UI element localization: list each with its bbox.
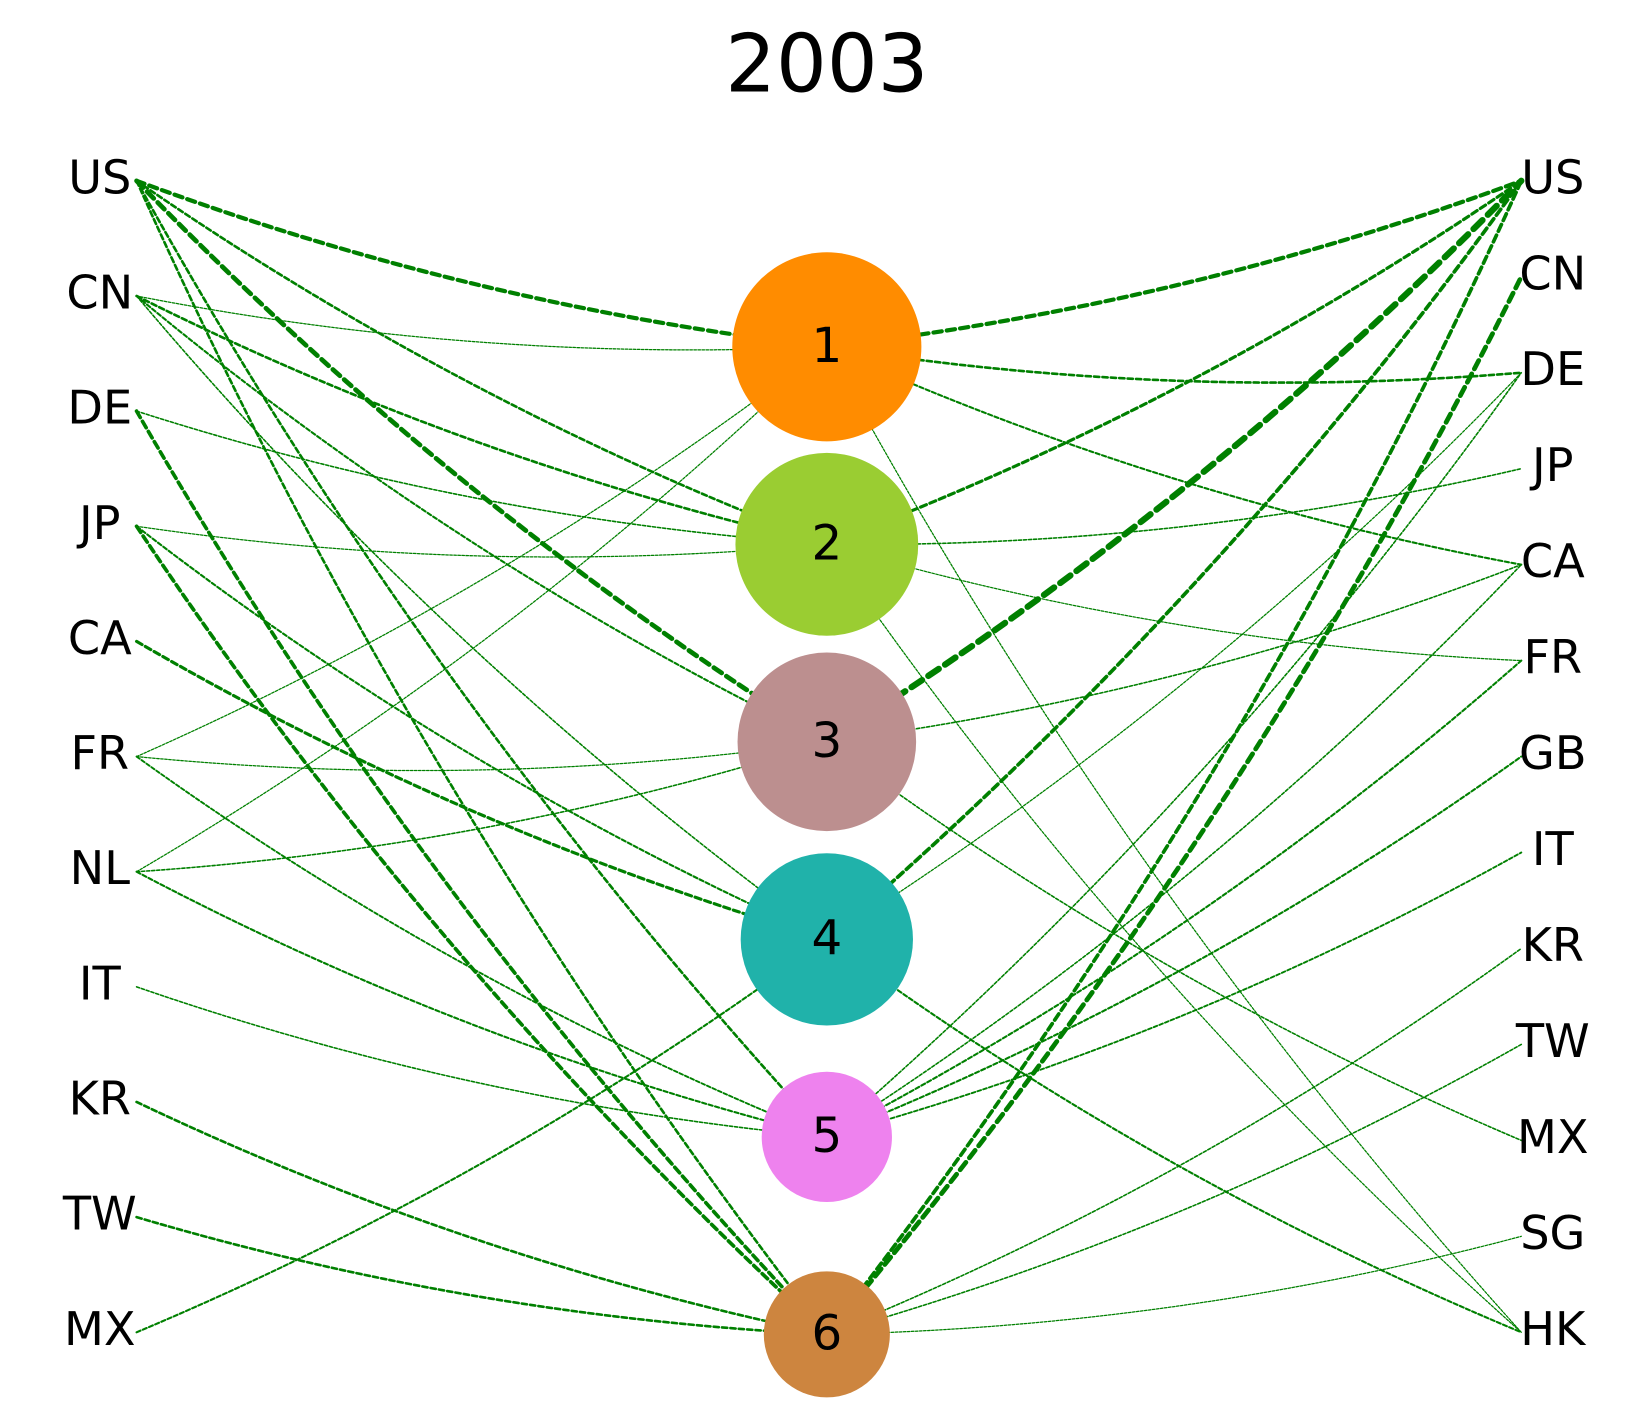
cluster-label: 6 — [811, 1305, 842, 1361]
left-country-label: TW — [62, 1187, 137, 1241]
left-country-label: NL — [70, 841, 131, 895]
edge — [824, 178, 1524, 349]
edge — [135, 294, 829, 546]
cluster-label: 4 — [811, 910, 842, 966]
edge — [825, 851, 1523, 1138]
left-country-label: MX — [64, 1302, 136, 1356]
edge — [135, 755, 828, 1138]
right-country-label: HK — [1520, 1302, 1587, 1356]
right-country-label: DE — [1520, 342, 1585, 396]
edges — [134, 177, 1525, 1337]
edge — [826, 947, 1523, 1336]
edge — [135, 1100, 829, 1336]
cluster-node — [735, 452, 919, 636]
left-country-label: DE — [67, 381, 132, 435]
edge — [826, 741, 1523, 1142]
edge — [135, 410, 828, 546]
edge — [134, 409, 829, 1337]
left-country-label: CN — [66, 265, 133, 319]
left-country-label: JP — [76, 496, 121, 550]
edge — [135, 741, 828, 873]
right-country-label: KR — [1522, 918, 1584, 972]
cluster-node — [737, 652, 917, 832]
left-country-label: CA — [68, 611, 132, 665]
left-country-label: KR — [69, 1071, 131, 1125]
edge — [135, 346, 828, 873]
edge — [135, 179, 829, 1139]
right-country-label: TW — [1515, 1014, 1590, 1068]
edge — [135, 295, 828, 351]
cluster-node — [732, 252, 922, 442]
edge — [135, 179, 829, 1336]
edge — [135, 639, 829, 941]
edge — [824, 178, 1524, 1337]
edge — [826, 563, 1523, 743]
edge — [135, 938, 828, 1334]
edge — [135, 179, 829, 546]
edge — [826, 1043, 1523, 1336]
edge — [135, 295, 828, 941]
right-country-label: US — [1521, 150, 1584, 204]
edge — [826, 543, 1522, 1333]
cluster-label: 3 — [811, 713, 842, 769]
edge — [135, 294, 828, 743]
edge — [824, 274, 1524, 1337]
edge — [824, 178, 1524, 942]
edge — [825, 179, 1523, 546]
edge — [825, 938, 1523, 1334]
cluster-node — [740, 853, 913, 1026]
cluster-node — [761, 1071, 892, 1203]
edge — [826, 371, 1523, 1138]
edge — [134, 524, 829, 1337]
cluster-label: 5 — [811, 1108, 842, 1164]
edge — [823, 177, 1525, 745]
right-country-label: FR — [1523, 630, 1582, 684]
edge — [135, 346, 828, 758]
left-country-label: US — [68, 150, 131, 204]
edge — [134, 178, 830, 745]
edge — [134, 178, 829, 349]
cluster-label: 2 — [811, 515, 842, 571]
edge — [826, 372, 1522, 940]
cluster-label: 1 — [811, 318, 842, 374]
left-country-label: FR — [70, 726, 129, 780]
cluster-node — [763, 1271, 890, 1398]
edge — [826, 543, 1522, 662]
edge — [825, 345, 1523, 384]
right-country-label: CN — [1519, 246, 1586, 300]
edge — [135, 525, 828, 941]
edge — [825, 659, 1523, 1138]
edge — [135, 525, 828, 558]
right-country-label: SG — [1520, 1206, 1585, 1260]
right-country-label: MX — [1517, 1110, 1589, 1164]
left-country-label: IT — [79, 956, 122, 1010]
edge — [825, 755, 1523, 1138]
nodes: 1 2 3 4 5 6 — [732, 252, 922, 1398]
edge — [825, 345, 1523, 566]
edge — [826, 346, 1522, 1333]
edge — [826, 1235, 1522, 1336]
edge — [135, 986, 828, 1138]
right-country-label: GB — [1519, 726, 1587, 780]
right-country-label: JP — [1529, 438, 1574, 492]
right-country-label: IT — [1532, 822, 1575, 876]
title: 2003 — [725, 17, 928, 110]
right-country-label: CA — [1521, 534, 1585, 588]
edge — [135, 1215, 829, 1336]
edge — [826, 467, 1523, 546]
edge — [135, 870, 828, 1138]
edge — [826, 563, 1523, 1138]
edge — [135, 741, 828, 772]
